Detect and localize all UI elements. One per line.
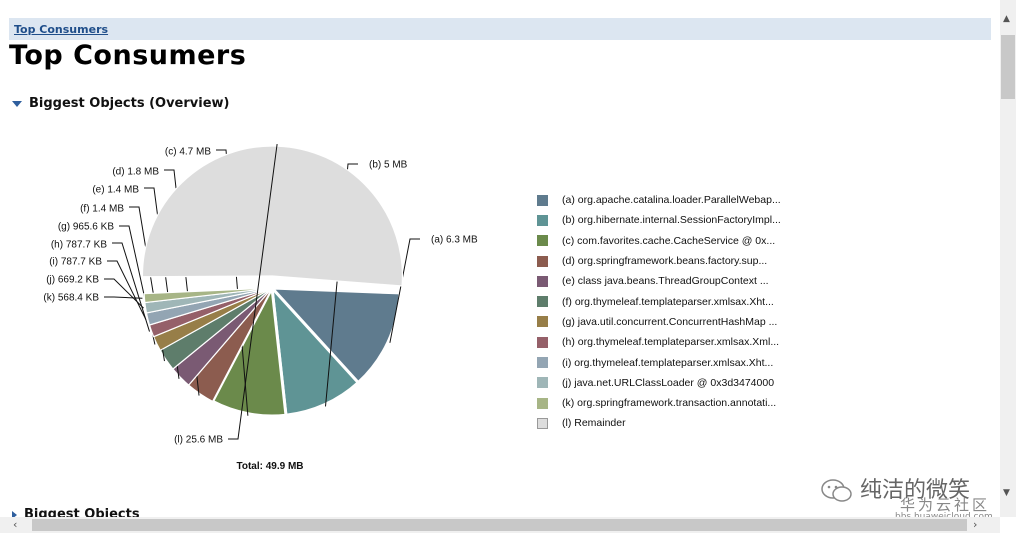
pie-label-e: (e) 1.4 MB — [92, 185, 139, 196]
legend-label-c: (c) com.favorites.cache.CacheService @ 0… — [562, 234, 776, 247]
scroll-left-icon[interactable]: ‹ — [13, 518, 18, 531]
pie-leader-line-k — [104, 296, 143, 299]
legend-label-k: (k) org.springframework.transaction.anno… — [562, 397, 777, 410]
pie-label-k: (k) 568.4 KB — [43, 293, 99, 304]
section-title: Biggest Objects (Overview) — [29, 96, 230, 111]
pie-chart: (a) 6.3 MB (b) 5 MB (c) 4.7 MB (d) 1.8 MB (e… — [43, 144, 478, 472]
legend-label-a: (a) org.apache.catalina.loader.ParallelW… — [562, 194, 781, 207]
legend-label-e: (e) class java.beans.ThreadGroupContext … — [562, 275, 769, 288]
legend-label-g: (g) java.util.concurrent.ConcurrentHashM… — [562, 315, 778, 328]
pie-slice-a — [268, 286, 402, 385]
chevron-down-icon — [12, 100, 22, 107]
section-header-overview[interactable]: Biggest Objects (Overview) — [12, 96, 229, 111]
scroll-up-icon[interactable]: ▲ — [1003, 14, 1010, 24]
pie-label-d: (d) 1.8 MB — [112, 167, 159, 178]
legend-swatch-h — [537, 336, 548, 348]
pie-label-b: (b) 5 MB — [369, 160, 408, 171]
legend-item-b: (b) org.hibernate.internal.SessionFactor… — [537, 210, 781, 230]
pie-label-g: (g) 965.6 KB — [58, 222, 114, 233]
legend-swatch-k — [537, 397, 548, 409]
legend-label-f: (f) org.thymeleaf.templateparser.xmlsax.… — [562, 295, 774, 308]
scroll-down-icon[interactable]: ▼ — [1003, 488, 1010, 498]
legend-swatch-i — [537, 357, 548, 369]
legend-item-g: (g) java.util.concurrent.ConcurrentHashM… — [537, 312, 781, 332]
pie-label-a: (a) 6.3 MB — [431, 235, 478, 246]
legend-item-l: (l) Remainder — [537, 413, 781, 433]
legend-swatch-a — [537, 194, 548, 206]
breadcrumb-link-top-consumers[interactable]: Top Consumers — [14, 23, 109, 36]
pie-slice-b — [270, 283, 361, 417]
legend-item-a: (a) org.apache.catalina.loader.ParallelW… — [537, 190, 781, 210]
pie-label-l: (l) 25.6 MB — [174, 435, 223, 446]
legend-swatch-d — [537, 255, 548, 267]
legend-label-i: (i) org.thymeleaf.templateparser.xmlsax.… — [562, 356, 774, 369]
pie-label-h: (h) 787.7 KB — [51, 240, 107, 251]
legend-item-d: (d) org.springframework.beans.factory.su… — [537, 251, 781, 271]
legend-swatch-e — [537, 275, 548, 287]
legend-item-h: (h) org.thymeleaf.templateparser.xmlsax.… — [537, 332, 781, 352]
scroll-right-icon[interactable]: › — [973, 518, 978, 531]
pie-slice-l — [141, 145, 404, 287]
legend-swatch-f — [537, 296, 548, 308]
watermark-site-name: 华为云社区 — [900, 496, 991, 514]
pie-label-j: (j) 669.2 KB — [46, 275, 99, 286]
legend-item-e: (e) class java.beans.ThreadGroupContext … — [537, 271, 781, 291]
horizontal-scroll-thumb[interactable] — [32, 519, 967, 531]
legend-swatch-l — [537, 417, 548, 429]
legend-item-f: (f) org.thymeleaf.templateparser.xmlsax.… — [537, 291, 781, 311]
pie-leader-line-j — [104, 278, 144, 309]
legend-swatch-b — [537, 214, 548, 226]
pie-leader-line-l — [228, 144, 278, 440]
pie-slice-k — [143, 287, 273, 304]
legend-label-b: (b) org.hibernate.internal.SessionFactor… — [562, 214, 781, 227]
pie-total-label: Total: 49.9 MB — [236, 461, 303, 472]
wechat-icon — [821, 479, 852, 502]
legend-label-h: (h) org.thymeleaf.templateparser.xmlsax.… — [562, 336, 780, 349]
pie-label-i: (i) 787.7 KB — [49, 257, 102, 268]
legend-item-c: (c) com.favorites.cache.CacheService @ 0… — [537, 231, 781, 251]
legend-label-d: (d) org.springframework.beans.factory.su… — [562, 255, 768, 268]
pie-label-c: (c) 4.7 MB — [165, 147, 211, 158]
legend-label-j: (j) java.net.URLClassLoader @ 0x3d347400… — [562, 376, 775, 389]
legend-swatch-j — [537, 377, 548, 389]
legend-swatch-c — [537, 235, 548, 247]
legend-item-j: (j) java.net.URLClassLoader @ 0x3d347400… — [537, 373, 781, 393]
horizontal-scrollbar[interactable]: ‹ › — [0, 517, 1000, 533]
vertical-scroll-thumb[interactable] — [1001, 35, 1015, 99]
legend-swatch-g — [537, 316, 548, 328]
chart-legend: (a) org.apache.catalina.loader.ParallelW… — [537, 190, 781, 434]
pie-leader-line-a — [389, 238, 420, 343]
legend-item-k: (k) org.springframework.transaction.anno… — [537, 393, 781, 413]
vertical-scrollbar[interactable]: ▲ ▼ — [1000, 0, 1016, 517]
legend-item-i: (i) org.thymeleaf.templateparser.xmlsax.… — [537, 352, 781, 372]
pie-leader-line-i — [107, 260, 147, 320]
watermark-text: 纯洁的微笑 — [860, 478, 971, 503]
breadcrumb: Top Consumers — [9, 18, 991, 40]
pie-label-f: (f) 1.4 MB — [80, 204, 124, 215]
chevron-right-icon — [12, 510, 17, 519]
pie-leader-line-h — [112, 242, 150, 332]
page-title: Top Consumers — [9, 40, 247, 71]
pie-leader-line-b — [324, 163, 358, 407]
legend-label-l: (l) Remainder — [562, 417, 626, 430]
